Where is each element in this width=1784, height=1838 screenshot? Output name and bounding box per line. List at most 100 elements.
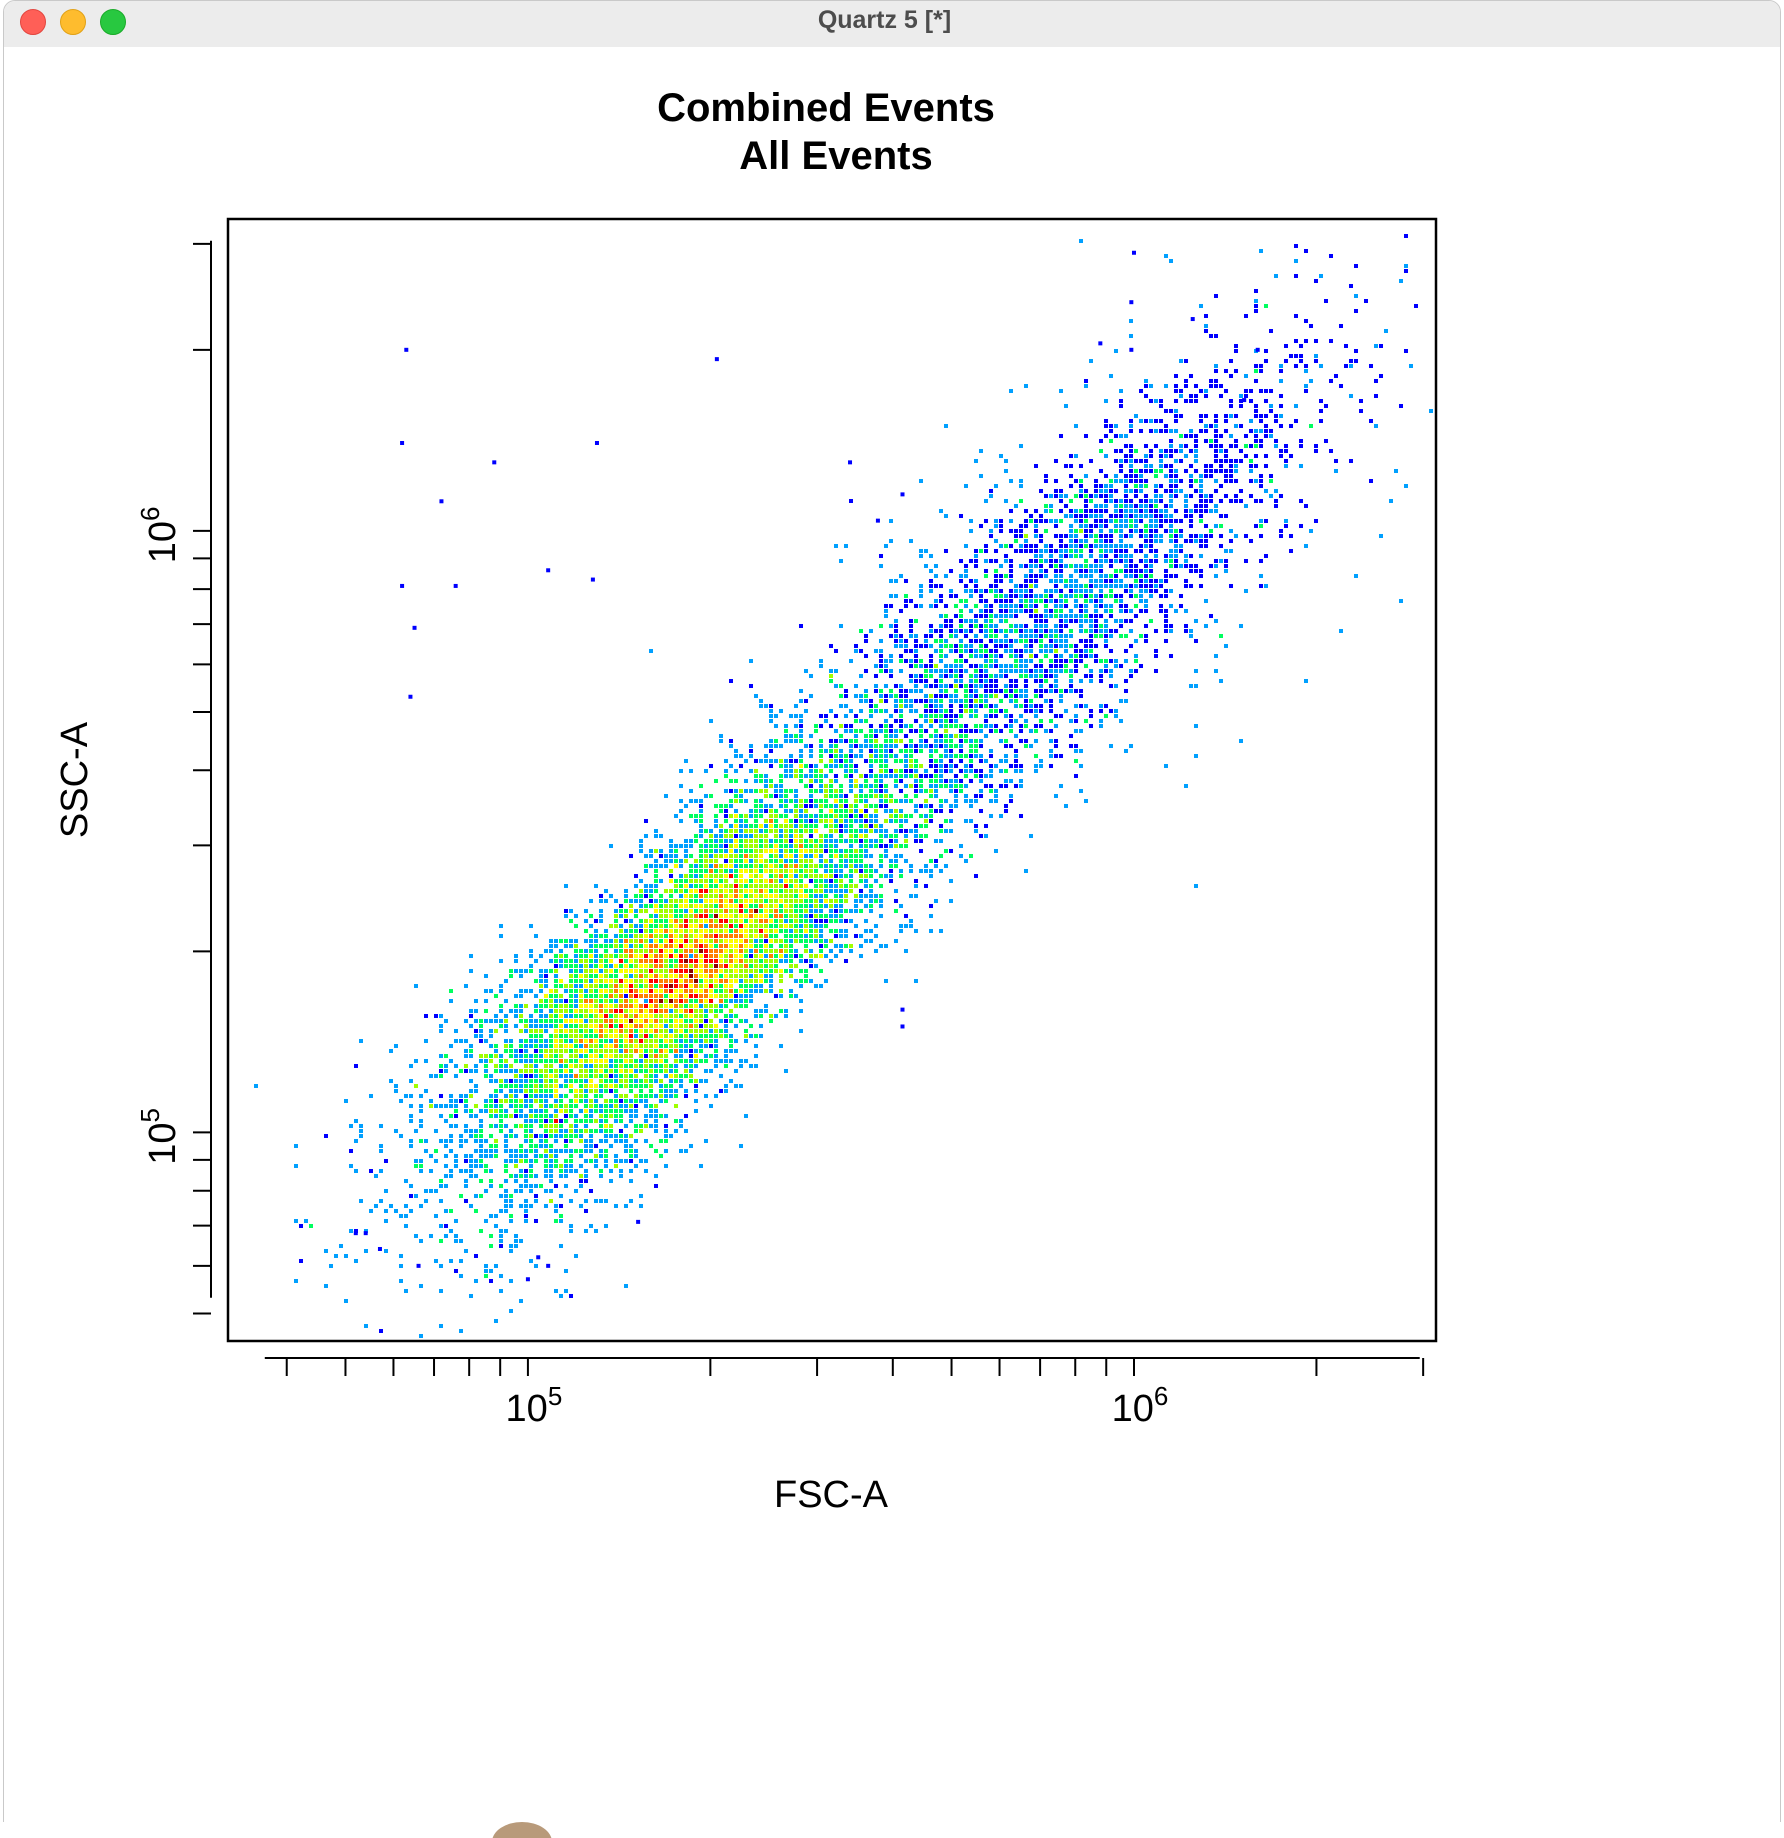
event-point <box>1079 564 1083 568</box>
event-point <box>884 659 888 663</box>
event-point <box>799 894 803 898</box>
event-point <box>874 844 878 848</box>
event-point <box>689 789 693 793</box>
event-point <box>994 634 998 638</box>
event-point <box>1024 724 1028 728</box>
event-point <box>689 949 693 953</box>
event-point <box>674 1039 678 1043</box>
event-point <box>734 999 738 1003</box>
event-point <box>419 1109 423 1113</box>
event-point <box>1254 444 1258 448</box>
event-point <box>1159 494 1163 498</box>
event-point <box>779 929 783 933</box>
event-point <box>989 624 993 628</box>
event-point <box>1004 459 1008 463</box>
event-point <box>884 754 888 758</box>
event-point <box>774 929 778 933</box>
event-point <box>439 1054 443 1058</box>
event-point <box>859 774 863 778</box>
event-point <box>704 839 708 843</box>
event-point <box>784 904 788 908</box>
event-point <box>819 874 823 878</box>
event-point <box>934 649 938 653</box>
event-point <box>534 1079 538 1083</box>
event-point <box>894 634 898 638</box>
event-point <box>419 1094 423 1098</box>
event-point <box>1034 714 1038 718</box>
event-point <box>764 849 768 853</box>
event-point <box>549 1014 553 1018</box>
event-point <box>469 1024 473 1028</box>
event-point <box>554 1079 558 1083</box>
event-point <box>1349 364 1353 368</box>
event-point <box>894 694 898 698</box>
event-point <box>1039 704 1043 708</box>
event-point <box>779 774 783 778</box>
event-point <box>879 914 883 918</box>
event-point <box>574 1189 578 1193</box>
event-point <box>1034 599 1038 603</box>
event-point <box>564 1184 568 1188</box>
event-point <box>1184 784 1188 788</box>
event-point <box>849 869 853 873</box>
close-window-button[interactable] <box>20 9 46 35</box>
event-point <box>849 754 853 758</box>
zoom-window-button[interactable] <box>100 9 126 35</box>
event-point <box>444 1174 448 1178</box>
event-point <box>884 944 888 948</box>
event-point <box>569 1159 573 1163</box>
event-point <box>1014 639 1018 643</box>
event-point <box>894 699 898 703</box>
event-point <box>704 919 708 923</box>
event-point <box>744 939 748 943</box>
event-point <box>524 1074 528 1078</box>
event-point <box>579 1174 583 1178</box>
event-point <box>539 954 543 958</box>
event-point <box>639 879 643 883</box>
event-point <box>549 944 553 948</box>
event-point <box>684 1029 688 1033</box>
event-point <box>869 814 873 818</box>
event-point <box>689 879 693 883</box>
event-point <box>599 1019 603 1023</box>
event-point <box>754 934 758 938</box>
event-point <box>604 944 608 948</box>
event-point <box>754 879 758 883</box>
event-point <box>974 604 978 608</box>
event-point <box>754 829 758 833</box>
event-point <box>564 1159 568 1163</box>
event-point <box>729 1044 733 1048</box>
event-point <box>559 1244 563 1248</box>
event-point <box>724 884 728 888</box>
minimize-window-button[interactable] <box>60 9 86 35</box>
title-bar[interactable]: Quartz 5 [*] <box>4 1 1780 48</box>
event-point <box>1204 324 1208 328</box>
event-point <box>739 754 743 758</box>
event-point <box>469 1109 473 1113</box>
event-point <box>934 664 938 668</box>
event-point <box>1004 709 1008 713</box>
event-point <box>1134 514 1138 518</box>
event-point <box>769 854 773 858</box>
event-point <box>379 1144 383 1148</box>
event-point <box>1019 779 1023 783</box>
event-point <box>474 1129 478 1133</box>
event-point <box>549 994 553 998</box>
event-point <box>484 1154 488 1158</box>
event-point <box>859 829 863 833</box>
event-point <box>554 1184 558 1188</box>
event-point <box>619 1064 623 1068</box>
event-point <box>539 1104 543 1108</box>
event-point <box>1114 569 1118 573</box>
event-point <box>1074 564 1078 568</box>
event-point <box>1014 734 1018 738</box>
event-point <box>624 1104 628 1108</box>
event-point <box>789 789 793 793</box>
event-point <box>769 819 773 823</box>
event-point <box>619 989 623 993</box>
event-point <box>754 824 758 828</box>
event-point <box>694 899 698 903</box>
event-point <box>1084 539 1088 543</box>
event-point <box>974 724 978 728</box>
event-point <box>699 819 703 823</box>
